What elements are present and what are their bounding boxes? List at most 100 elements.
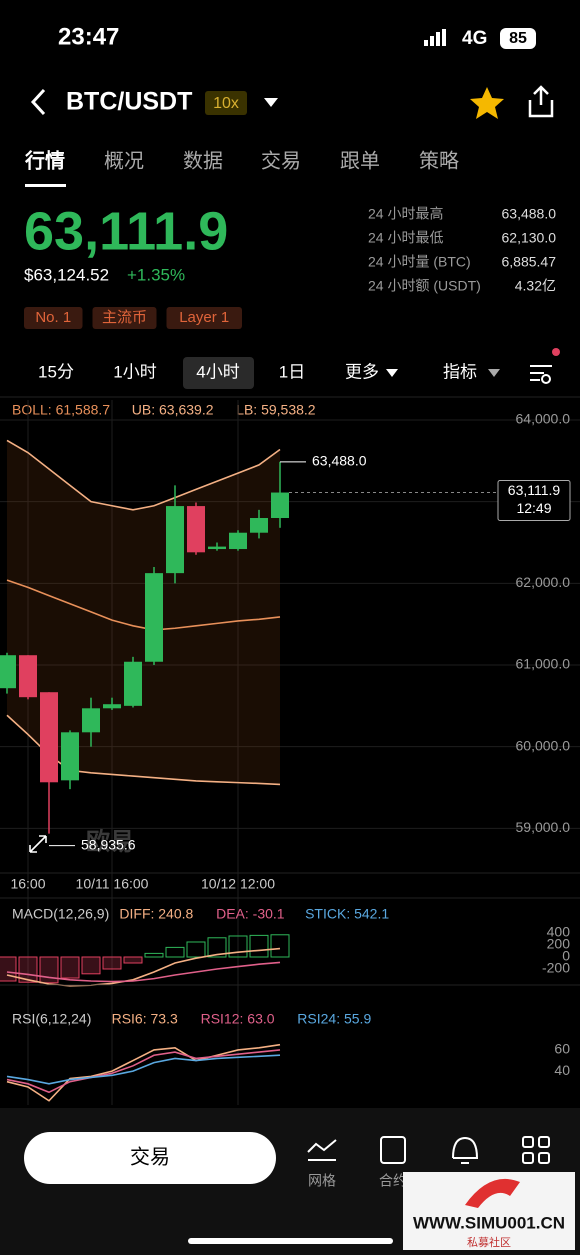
- nav-label[interactable]: 合约: [379, 1173, 407, 1189]
- last-price: 63,111.9: [24, 201, 228, 261]
- contract-icon[interactable]: [380, 1136, 406, 1164]
- candle-body: [271, 492, 289, 519]
- selected-interval: [183, 357, 254, 389]
- y-tick-label: -200: [542, 960, 570, 976]
- panel-title: RSI(6,12,24): [12, 1011, 91, 1027]
- change: +1.35%: [127, 265, 185, 284]
- legend-entry: RSI6: 73.3: [112, 1011, 178, 1027]
- candle-body: [229, 532, 247, 550]
- watermark-site: WWW.SIMU001.CN: [413, 1213, 565, 1232]
- y-tick-label: 59,000.0: [516, 819, 571, 835]
- settings-icon[interactable]: [530, 365, 552, 384]
- dropdown[interactable]: [264, 98, 278, 107]
- candle-body: [61, 732, 79, 781]
- macd-bar: [0, 956, 17, 982]
- alert-icon[interactable]: [452, 1136, 479, 1164]
- tab[interactable]: 行情: [24, 148, 65, 172]
- home-indicator: [188, 1238, 393, 1244]
- interval[interactable]: 15分: [38, 362, 74, 381]
- stat-value: 6,885.47: [502, 254, 557, 270]
- macd-bar: [102, 956, 122, 970]
- legend-entry: UB: 63,639.2: [132, 402, 214, 418]
- watermark-logo: [465, 1178, 520, 1208]
- tab-underline: [25, 184, 66, 187]
- macd-bar: [123, 956, 143, 964]
- legend-entry: STICK: 542.1: [305, 906, 389, 922]
- share[interactable]: [528, 85, 554, 118]
- tab[interactable]: 数据: [183, 149, 223, 172]
- macd-bar: [186, 941, 206, 958]
- dropdown[interactable]: [386, 369, 398, 377]
- legend-entry: BOLL: 61,588.7: [12, 402, 110, 418]
- network: 4G: [462, 28, 487, 49]
- clock: 23:47: [58, 23, 119, 50]
- macd-bar: [207, 937, 227, 958]
- indicator-line: [6, 579, 281, 631]
- tag-bg: [24, 307, 83, 329]
- y-tick-label: 60: [554, 1041, 570, 1057]
- legend-entry: DEA: -30.1: [216, 906, 285, 922]
- indicator-line: [6, 439, 281, 511]
- menu-icon[interactable]: [522, 1136, 550, 1164]
- macd-bar: [60, 956, 80, 979]
- tab[interactable]: 跟单: [340, 149, 380, 172]
- tab[interactable]: 交易: [261, 149, 301, 172]
- candle-body: [82, 708, 100, 733]
- leverage: 10x: [213, 95, 239, 112]
- interval[interactable]: 4小时: [196, 362, 239, 381]
- stat-value: 4.32亿: [515, 278, 556, 294]
- macd-bar: [249, 934, 269, 958]
- legend-entry: LB: 59,538.2: [236, 402, 316, 418]
- tag: 主流币: [102, 309, 147, 326]
- last-price-label: 63,111.9: [508, 482, 561, 498]
- interval[interactable]: 1日: [279, 362, 305, 381]
- nav-label[interactable]: 网格: [308, 1173, 336, 1189]
- indicator-button[interactable]: 指标: [443, 362, 477, 381]
- macd-bar: [165, 946, 185, 958]
- battery-level: 85: [509, 30, 527, 47]
- y-tick-label: 0: [562, 948, 570, 964]
- stat-label: 24 小时最低: [368, 230, 443, 246]
- notification-dot: [552, 348, 560, 356]
- expand-icon[interactable]: [29, 835, 47, 853]
- grid-icon[interactable]: [307, 1139, 337, 1161]
- macd-bar: [18, 956, 38, 983]
- trade-button[interactable]: [24, 1132, 276, 1184]
- tab[interactable]: 策略: [419, 149, 459, 172]
- candle-body: [103, 704, 121, 709]
- y-tick-label: 61,000.0: [516, 656, 571, 672]
- candle-body: [250, 518, 268, 533]
- panel-title: MACD(12,26,9): [12, 906, 109, 922]
- watermark: 欧易: [86, 827, 134, 855]
- candle-body: [145, 573, 163, 662]
- favorite-star[interactable]: [470, 87, 504, 119]
- stat-value: 63,488.0: [502, 206, 557, 222]
- x-tick-label: 10/11 16:00: [76, 876, 149, 892]
- legend-entry: RSI24: 55.9: [297, 1011, 371, 1027]
- candle-body: [208, 546, 226, 550]
- candle-body: [124, 661, 142, 706]
- indicator-line: [6, 961, 281, 983]
- interval[interactable]: 1小时: [113, 362, 156, 381]
- stat-label: 24 小时额 (USDT): [368, 278, 481, 294]
- indicator-line: [6, 1049, 281, 1094]
- tag: No. 1: [35, 309, 71, 326]
- macd-bar: [81, 956, 101, 975]
- y-tick-label: 200: [547, 936, 571, 952]
- tag-bg: [166, 307, 242, 329]
- macd-bar: [228, 935, 248, 958]
- x-tick-label: 16:00: [10, 876, 45, 892]
- tab[interactable]: 概况: [104, 149, 144, 172]
- y-tick-label: 64,000.0: [516, 411, 571, 427]
- indicator-line: [6, 1043, 281, 1102]
- boll-band: [7, 440, 280, 785]
- interval[interactable]: 更多: [345, 362, 379, 381]
- pair[interactable]: BTC/USDT: [66, 88, 192, 116]
- usd-price: $63,124.52: [24, 265, 109, 284]
- back-button[interactable]: [30, 88, 46, 116]
- trade-label[interactable]: 交易: [130, 1145, 170, 1168]
- watermark-name: 私募社区: [467, 1235, 511, 1249]
- y-tick-label: 400: [547, 924, 571, 940]
- dropdown[interactable]: [488, 369, 500, 377]
